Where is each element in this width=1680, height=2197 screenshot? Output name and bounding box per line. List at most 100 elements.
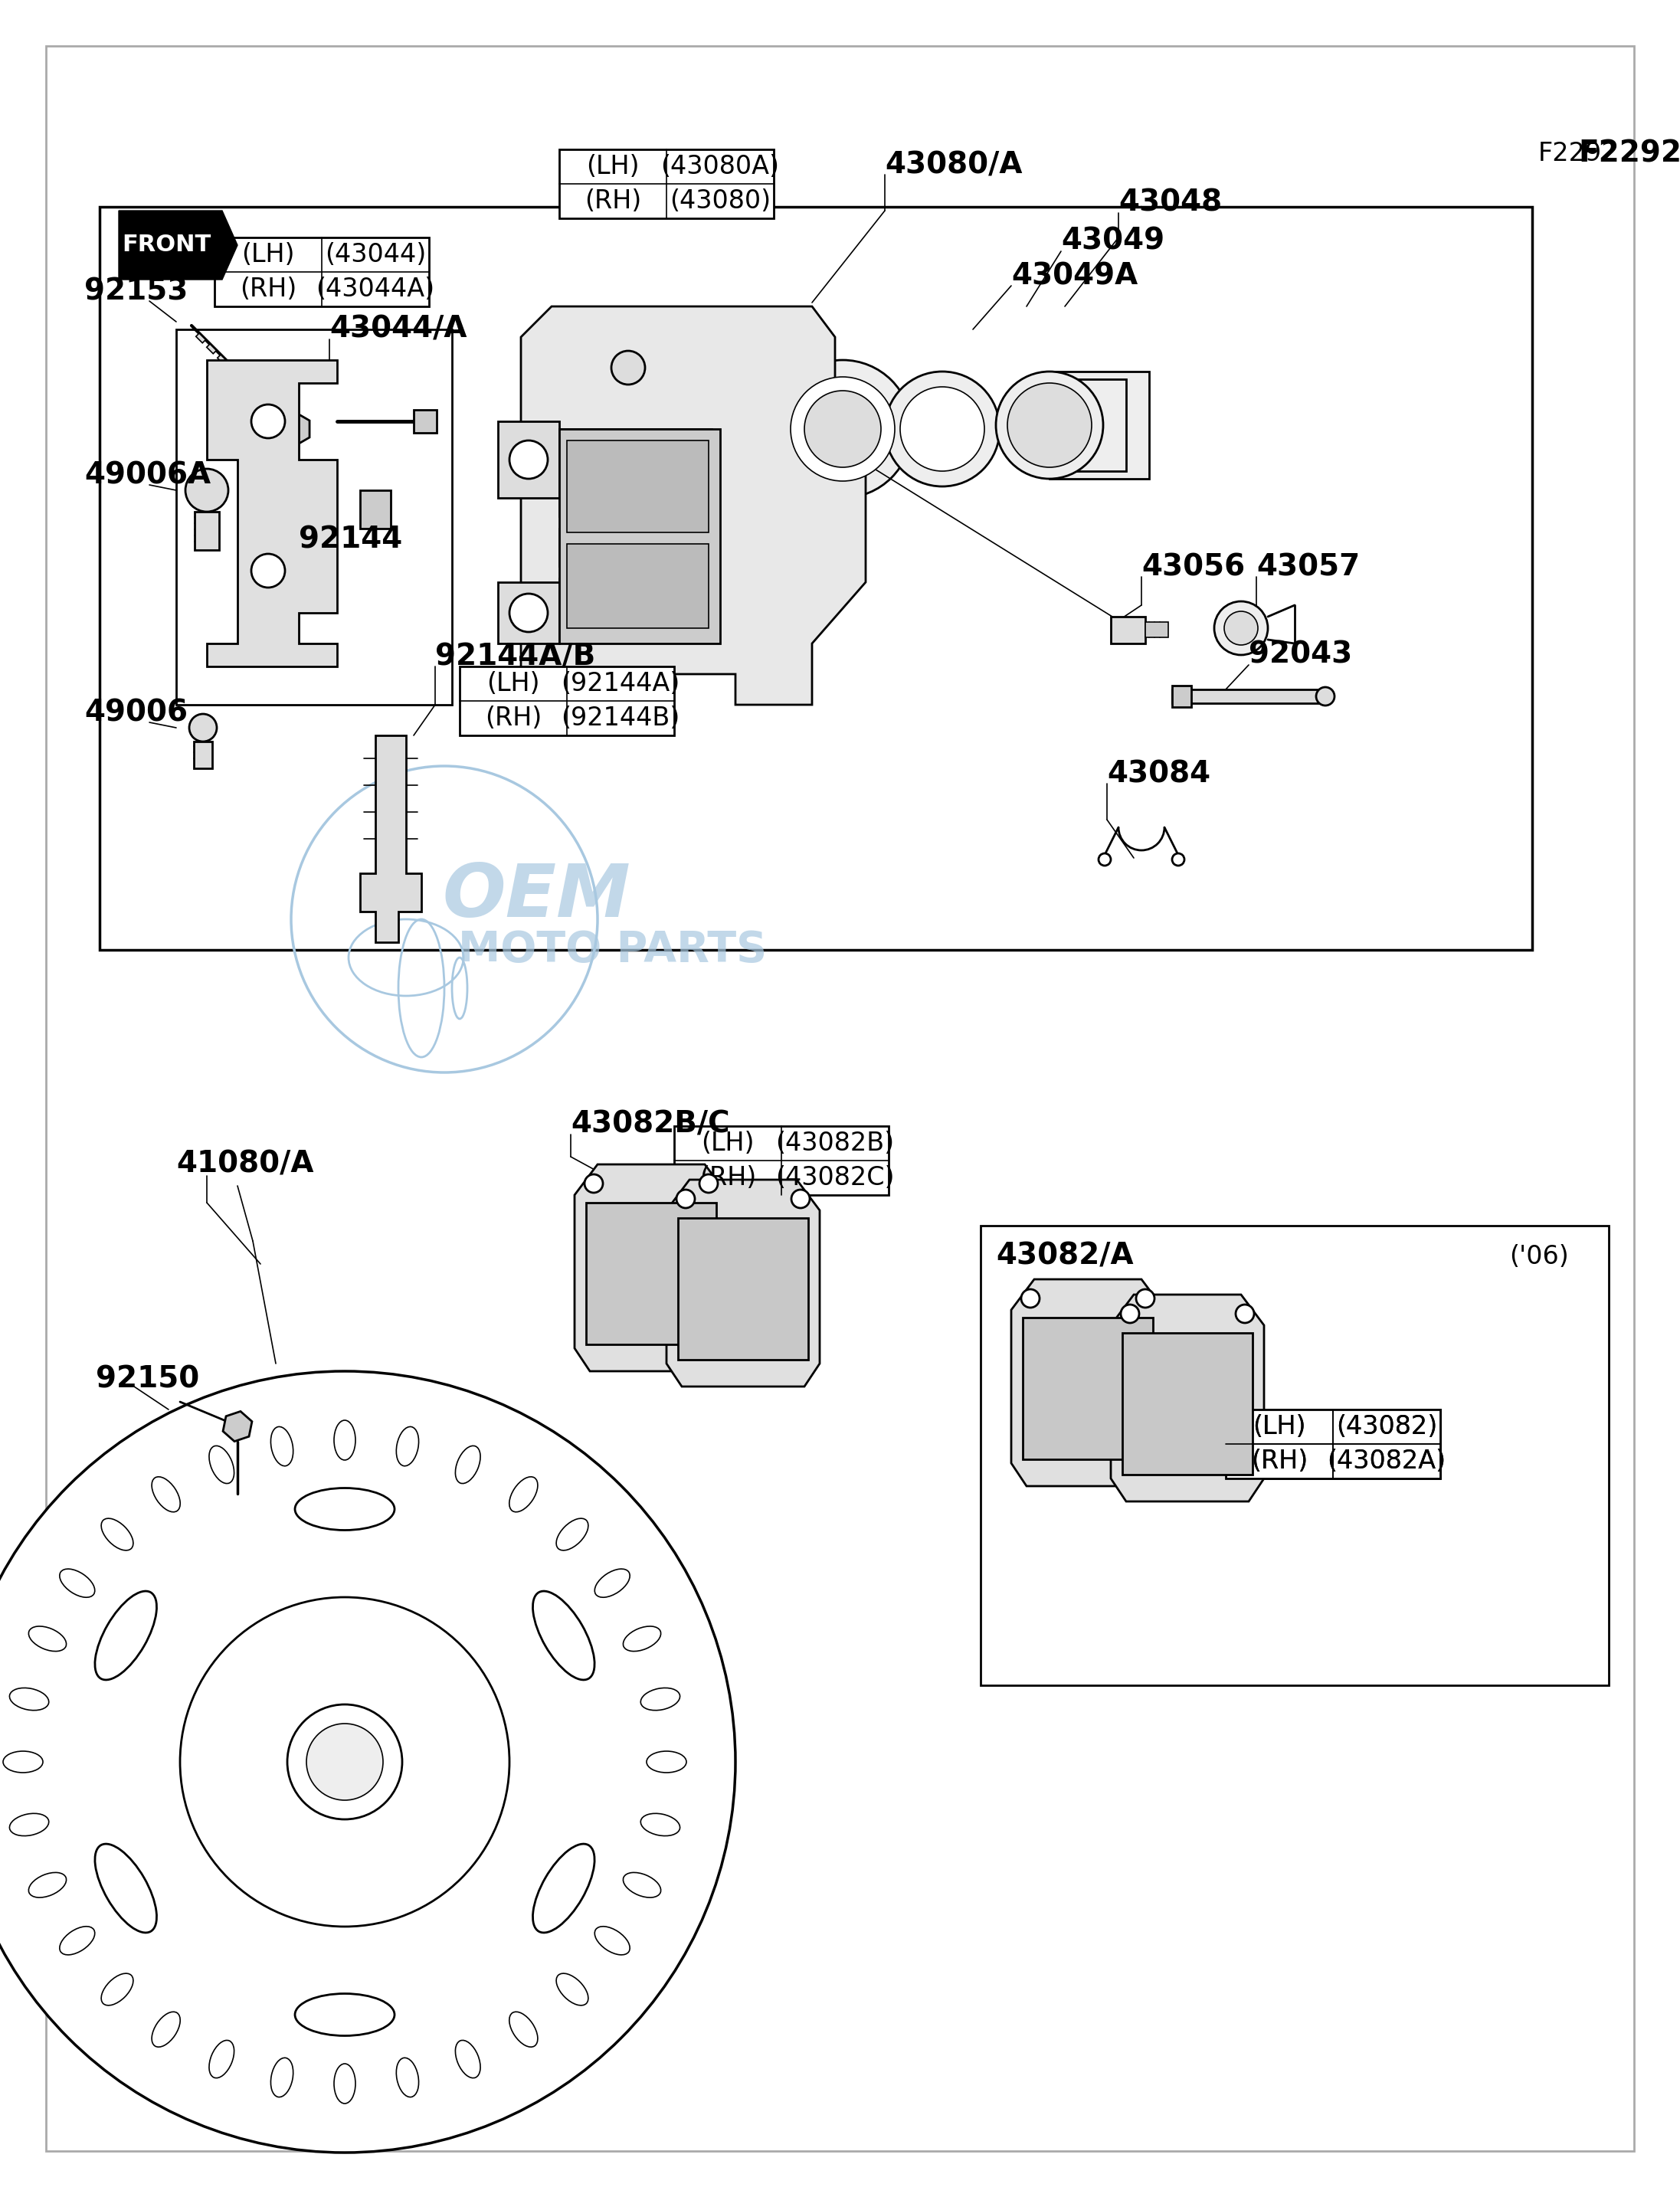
Text: F2292: F2292 <box>1537 141 1618 165</box>
Bar <box>239 376 249 387</box>
Text: FRONT: FRONT <box>123 235 212 257</box>
Ellipse shape <box>396 1426 418 1465</box>
Circle shape <box>287 1705 402 1819</box>
Bar <box>228 365 239 376</box>
Circle shape <box>585 1175 603 1193</box>
Circle shape <box>0 1371 736 2153</box>
Text: (43082A): (43082A) <box>1327 1448 1446 1474</box>
Ellipse shape <box>640 1813 680 1837</box>
Bar <box>1050 380 1126 470</box>
Text: 92144: 92144 <box>299 525 403 554</box>
Polygon shape <box>1011 1279 1164 1485</box>
Circle shape <box>885 371 1000 486</box>
Text: 43082B/C: 43082B/C <box>571 1109 729 1138</box>
Ellipse shape <box>334 1419 356 1461</box>
Ellipse shape <box>455 1446 480 1483</box>
Circle shape <box>306 1725 383 1799</box>
Circle shape <box>1099 852 1110 866</box>
Text: (43082C): (43082C) <box>776 1164 894 1191</box>
Text: 92043: 92043 <box>1248 639 1352 670</box>
FancyArrow shape <box>119 211 237 279</box>
Polygon shape <box>360 736 422 943</box>
Text: (LH): (LH) <box>1253 1415 1305 1439</box>
Polygon shape <box>1023 1318 1152 1459</box>
Text: 43049: 43049 <box>1062 226 1164 255</box>
Ellipse shape <box>509 2012 538 2048</box>
Ellipse shape <box>29 1626 66 1652</box>
Text: 43084: 43084 <box>1107 760 1211 789</box>
Circle shape <box>509 593 548 633</box>
Ellipse shape <box>101 1973 133 2006</box>
Circle shape <box>252 554 286 587</box>
Circle shape <box>1021 1290 1040 1307</box>
Ellipse shape <box>556 1973 588 2006</box>
Text: (43080): (43080) <box>670 189 771 213</box>
Text: (RH): (RH) <box>240 277 297 301</box>
Circle shape <box>509 439 548 479</box>
Text: (43044A): (43044A) <box>316 277 435 301</box>
Text: 49006A: 49006A <box>84 461 210 490</box>
Polygon shape <box>586 1202 716 1345</box>
Ellipse shape <box>623 1626 660 1652</box>
Text: 92144A/B: 92144A/B <box>435 644 595 672</box>
Text: 43057: 43057 <box>1257 551 1361 582</box>
Text: (43080A): (43080A) <box>660 154 780 180</box>
Bar <box>1226 1410 1440 1479</box>
Polygon shape <box>667 1180 820 1386</box>
Ellipse shape <box>96 1843 156 1933</box>
Text: 43048: 43048 <box>1119 189 1221 218</box>
Ellipse shape <box>3 1751 44 1773</box>
Text: 43044/A: 43044/A <box>329 314 467 345</box>
Ellipse shape <box>10 1813 49 1837</box>
Text: (43082B): (43082B) <box>776 1131 894 1156</box>
Text: (LH): (LH) <box>586 154 640 180</box>
Text: (RH): (RH) <box>1252 1448 1307 1474</box>
Polygon shape <box>207 360 338 666</box>
Ellipse shape <box>59 1569 94 1597</box>
Text: 43056: 43056 <box>1141 551 1245 582</box>
Polygon shape <box>575 1164 727 1371</box>
Ellipse shape <box>640 1687 680 1709</box>
Bar <box>360 490 391 529</box>
Ellipse shape <box>151 2012 180 2048</box>
Polygon shape <box>1110 1294 1263 1501</box>
Ellipse shape <box>29 1872 66 1898</box>
Ellipse shape <box>533 1843 595 1933</box>
Ellipse shape <box>208 1446 234 1483</box>
Text: (43082A): (43082A) <box>1327 1448 1446 1474</box>
Bar <box>674 1127 889 1195</box>
Bar <box>1226 1410 1440 1479</box>
Ellipse shape <box>396 2059 418 2098</box>
Ellipse shape <box>647 1751 687 1773</box>
Bar <box>413 411 437 433</box>
Text: 43049A: 43049A <box>1011 261 1137 290</box>
Circle shape <box>1121 1305 1139 1323</box>
Ellipse shape <box>533 1591 595 1681</box>
Bar <box>217 354 227 365</box>
Text: (LH): (LH) <box>487 670 539 696</box>
Ellipse shape <box>556 1518 588 1551</box>
Bar <box>559 529 712 567</box>
Bar <box>460 666 674 736</box>
Circle shape <box>1315 688 1334 705</box>
Circle shape <box>1136 1290 1154 1307</box>
Bar <box>559 578 712 617</box>
Ellipse shape <box>151 1476 180 1512</box>
Text: (43082): (43082) <box>1336 1415 1438 1439</box>
Ellipse shape <box>595 1927 630 1955</box>
Bar <box>250 387 259 398</box>
Ellipse shape <box>623 1872 660 1898</box>
Ellipse shape <box>270 2059 294 2098</box>
Circle shape <box>677 1189 696 1208</box>
Ellipse shape <box>59 1927 94 1955</box>
Text: (RH): (RH) <box>699 1164 756 1191</box>
Text: 49006: 49006 <box>84 699 188 727</box>
Circle shape <box>190 714 217 743</box>
Ellipse shape <box>101 1518 133 1551</box>
Bar <box>559 428 712 468</box>
Bar <box>559 428 721 644</box>
Bar <box>559 149 774 218</box>
Text: 43082/A: 43082/A <box>996 1241 1134 1270</box>
Circle shape <box>1236 1305 1253 1323</box>
Text: (92144B): (92144B) <box>561 705 680 732</box>
